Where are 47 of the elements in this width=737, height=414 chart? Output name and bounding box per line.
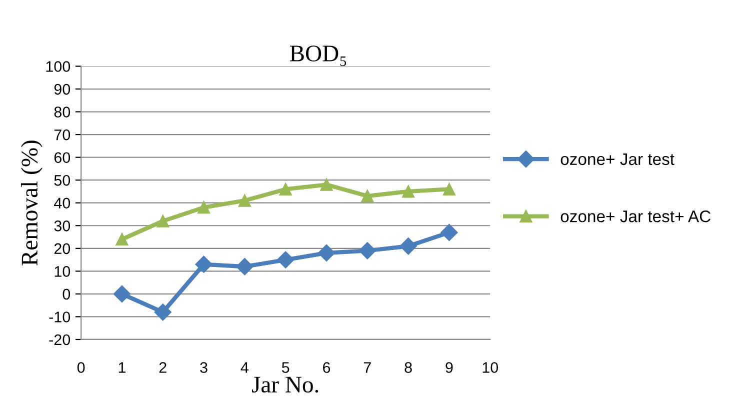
y-tick-label: 50 xyxy=(54,174,70,186)
point xyxy=(154,304,172,321)
point xyxy=(198,201,210,214)
point xyxy=(116,233,128,246)
point xyxy=(195,256,212,273)
point xyxy=(156,214,170,228)
x-tick-label: 4 xyxy=(240,362,248,373)
y-tick-label: 80 xyxy=(54,106,70,118)
y-tick-label: 10 xyxy=(54,266,70,277)
point xyxy=(318,244,336,262)
point xyxy=(279,182,292,196)
point xyxy=(402,185,415,198)
point xyxy=(238,194,251,207)
y-tick-label: 40 xyxy=(54,198,70,209)
x-tick-label: 7 xyxy=(364,362,371,373)
y-tick-label: 100 xyxy=(46,61,70,72)
y-tick-label: 70 xyxy=(54,129,70,140)
y-tick-label: -20 xyxy=(49,334,70,346)
x-tick-label: 10 xyxy=(482,362,498,373)
x-tick-label: 1 xyxy=(118,362,126,373)
point xyxy=(358,242,376,260)
x-tick-label: 0 xyxy=(77,362,85,373)
x-tick-label: 3 xyxy=(200,362,208,373)
point xyxy=(236,258,254,276)
point xyxy=(277,251,294,268)
y-tick-label: -10 xyxy=(49,312,70,322)
point xyxy=(400,238,417,255)
point xyxy=(440,224,458,242)
y-tick-label: 60 xyxy=(54,152,70,164)
x-tick-label: 2 xyxy=(159,362,166,373)
chart-title: BOD₅ xyxy=(290,46,346,66)
point xyxy=(361,190,374,202)
y-axis-title: Removal (%) xyxy=(20,140,42,266)
y-tick-label: 20 xyxy=(54,243,70,254)
legend-label: ozone+ Jar test+ AC xyxy=(560,210,710,222)
x-tick-label: 6 xyxy=(323,362,330,373)
x-tick-label: 5 xyxy=(282,362,290,373)
y-tick-label: 90 xyxy=(54,84,70,95)
legend-label: ozone+ Jar test xyxy=(560,153,674,166)
x-tick-label: 9 xyxy=(446,362,453,373)
y-tick-label: 30 xyxy=(54,220,70,232)
point xyxy=(442,182,456,196)
point xyxy=(113,285,131,302)
x-tick-label: 8 xyxy=(404,362,412,373)
point xyxy=(320,178,333,191)
x-axis-title: Jar No. xyxy=(252,376,318,393)
y-tick-label: 0 xyxy=(62,288,70,300)
